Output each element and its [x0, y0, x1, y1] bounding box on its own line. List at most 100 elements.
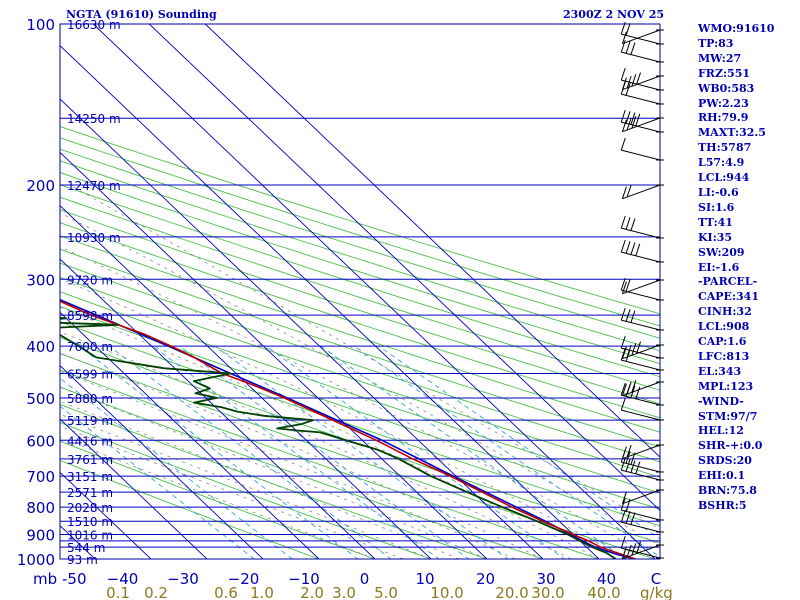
wind-barb	[620, 109, 664, 133]
wind-barb-flag	[630, 218, 636, 231]
dry-adiabat	[60, 306, 660, 510]
index-value: CINH:32	[698, 305, 752, 319]
dry-adiabat	[60, 235, 660, 433]
index-value: LI:-0.6	[698, 185, 739, 199]
temperature-tick-label: 40	[597, 570, 616, 588]
wind-barb-flag	[631, 116, 637, 129]
dry-adiabat	[60, 352, 657, 559]
height-label: 10930 m	[67, 231, 121, 245]
mixing-ratio-line	[214, 345, 509, 559]
pressure-tick-label: 500	[26, 390, 55, 408]
wind-barb-flag	[625, 349, 631, 362]
height-label: 3151 m	[67, 470, 113, 484]
mixing-ratio-tick-label: 0.2	[144, 584, 168, 600]
wind-barb-flag	[625, 309, 631, 322]
mixing-ratio-tick-label: 20.0	[495, 584, 528, 600]
wind-barb	[621, 29, 664, 45]
index-value: MW:27	[698, 51, 742, 65]
moist-adiabat	[60, 370, 516, 559]
wind-barb-flag	[621, 31, 627, 44]
index-value: BSHR:5	[698, 499, 747, 512]
wind-barb-flag	[625, 511, 631, 524]
wind-barb-flag	[636, 72, 641, 85]
wind-barb-flag	[630, 112, 636, 125]
wind-barb-flag	[620, 109, 626, 123]
wind-barb	[620, 397, 664, 421]
wind-barb-flag	[621, 546, 627, 559]
wind-barb-staff	[621, 359, 661, 371]
pressure-tick-label: 600	[26, 432, 55, 450]
dewpoint-trace	[60, 316, 617, 559]
height-label: 1510 m	[67, 515, 113, 529]
isotherm	[60, 258, 376, 559]
wind-barb-flag	[631, 543, 637, 556]
temperature-tick-label: 0	[360, 570, 370, 588]
wind-barb-staff	[621, 149, 661, 161]
wind-barb-flag	[630, 512, 636, 525]
index-value: SHR-+:0.0	[698, 439, 763, 453]
isotherm	[60, 151, 488, 559]
wind-barb-flag	[626, 444, 632, 458]
wind-barb-staff	[621, 251, 661, 263]
wind-barb-flag	[631, 380, 637, 393]
wind-barb-flag	[620, 137, 626, 151]
isotherm	[60, 365, 264, 559]
wind-barb-flag	[630, 310, 636, 323]
wind-barb	[620, 509, 664, 533]
wind-barb-flag	[620, 239, 626, 253]
dry-adiabat	[60, 459, 321, 559]
wind-barb-flag	[626, 544, 632, 558]
wind-barb	[620, 382, 664, 406]
index-value: WB0:583	[698, 81, 755, 95]
index-value: SW:209	[698, 245, 745, 259]
wind-barb	[620, 67, 664, 91]
wind-barb-flag	[625, 41, 631, 54]
wind-barb	[620, 497, 664, 521]
wind-barb-staff	[621, 227, 661, 239]
index-value: PW:2.23	[698, 96, 749, 110]
dry-adiabat	[60, 386, 545, 559]
wind-barb-flag	[626, 184, 632, 198]
dry-adiabat	[60, 248, 660, 448]
temperature-tick-label: −30	[167, 570, 199, 588]
wind-barb-staff	[621, 461, 661, 473]
pressure-tick-label: 700	[26, 468, 55, 486]
wind-barb-flag	[620, 382, 626, 396]
mixing-ratio-unit-label: g/kg	[640, 584, 673, 600]
wind-barb-flag	[620, 449, 626, 463]
indices-panel: WMO:91610 TP:83 MW:27 FRZ:551 WB0:583 PW:2.23…	[698, 22, 798, 514]
height-label: 93 m	[67, 553, 98, 567]
sounding-title: NGTA (91610) Sounding	[66, 8, 217, 21]
wind-barb	[620, 21, 664, 45]
temperature-tick-label: 20	[476, 570, 495, 588]
mixing-ratio-tick-label: 30.0	[531, 584, 564, 600]
wind-barb-flag	[625, 217, 631, 230]
wind-barb-flag	[620, 347, 626, 361]
temperature-tick-label: -50	[62, 570, 87, 588]
wind-barb	[621, 489, 664, 505]
wind-barb-flag	[620, 497, 626, 511]
dry-adiabat	[60, 196, 660, 391]
temperature-tick-label: 10	[415, 570, 434, 588]
temperature-tick-label: −10	[288, 570, 320, 588]
wind-barb	[620, 239, 664, 263]
wind-barb	[621, 279, 664, 295]
wind-barb-flag	[630, 452, 636, 465]
wind-barb-flag	[620, 457, 626, 471]
height-label: 9720 m	[67, 273, 113, 287]
wind-barb-flag	[636, 341, 641, 354]
wind-barb-staff	[622, 184, 661, 200]
wind-barb	[620, 307, 664, 331]
isotherm	[60, 311, 320, 559]
wind-barb-staff	[621, 521, 661, 533]
index-value: EHI:0.1	[698, 469, 746, 483]
pressure-tick-label: 200	[26, 177, 55, 195]
wind-barb-flag	[635, 386, 641, 399]
dry-adiabat	[60, 291, 660, 494]
wind-barb-flag	[621, 346, 627, 359]
wind-barb-staff	[621, 347, 661, 359]
mixing-ratio-line	[60, 405, 255, 559]
wind-barb-staff	[621, 409, 661, 421]
